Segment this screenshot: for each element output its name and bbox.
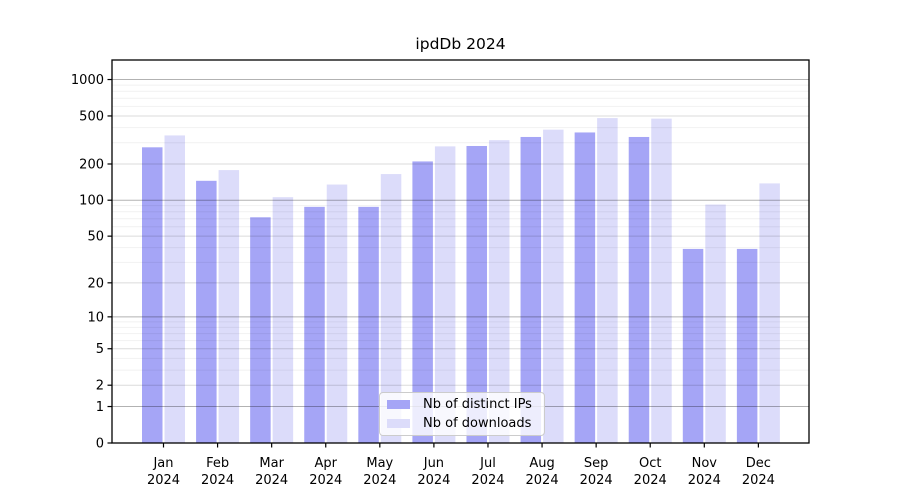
x-tick-label-month: Jul (479, 456, 496, 471)
y-tick-label: 0 (96, 437, 104, 452)
x-tick-label-month: Nov (692, 456, 718, 471)
legend-label-downloads: Nb of downloads (423, 416, 532, 431)
chart-title: ipdDb 2024 (415, 35, 506, 53)
x-tick-label-month: Aug (529, 456, 554, 471)
y-tick-label: 500 (79, 109, 104, 124)
y-tick-label: 20 (87, 276, 104, 291)
bar-downloads-dec (759, 183, 780, 443)
bar-distinct-ips-may (358, 206, 379, 443)
bar-distinct-ips-oct (628, 136, 650, 443)
bar-distinct-ips-jan (142, 147, 163, 444)
bar-downloads-oct (651, 118, 672, 443)
x-tick-label-year: 2024 (417, 473, 450, 488)
y-tick-label: 1000 (71, 73, 104, 88)
legend-item-downloads: Nb of downloads (387, 414, 536, 433)
bar-distinct-ips-jun (412, 161, 433, 444)
bar-downloads-may (380, 174, 402, 443)
y-tick-label: 5 (96, 342, 104, 357)
bar-distinct-ips-nov (682, 248, 704, 443)
x-tick-label-year: 2024 (201, 473, 234, 488)
x-tick-label-year: 2024 (309, 473, 342, 488)
legend-item-distinct-ips: Nb of distinct IPs (387, 395, 536, 414)
plot-border (111, 59, 810, 444)
y-tick-label: 50 (87, 230, 104, 245)
bar-distinct-ips-apr (304, 206, 325, 443)
x-tick-label-year: 2024 (580, 473, 613, 488)
x-tick-label-year: 2024 (471, 473, 504, 488)
legend-swatch-distinct-ips (387, 400, 410, 409)
bar-distinct-ips-sep (574, 132, 596, 444)
bar-downloads-apr (326, 184, 348, 443)
x-tick-label-month: Dec (746, 456, 771, 471)
bar-downloads-jan (164, 135, 185, 443)
y-tick-label: 1 (96, 400, 104, 415)
x-tick-label-year: 2024 (363, 473, 396, 488)
x-tick-label-month: Jan (152, 456, 173, 471)
bar-downloads-jul (488, 140, 510, 443)
x-tick-label-year: 2024 (688, 473, 721, 488)
bar-downloads-jun (434, 146, 456, 443)
x-tick-label-year: 2024 (526, 473, 559, 488)
x-tick-label-month: Apr (314, 456, 337, 471)
bar-distinct-ips-feb (196, 180, 217, 443)
y-tick-label: 100 (79, 194, 104, 209)
bar-distinct-ips-aug (520, 136, 542, 443)
bar-downloads-sep (597, 118, 618, 443)
x-tick-label-year: 2024 (147, 473, 180, 488)
x-tick-label-month: Jun (423, 456, 444, 471)
legend-swatch-downloads (387, 419, 410, 428)
y-tick-label: 200 (79, 157, 104, 172)
x-tick-label-year: 2024 (742, 473, 775, 488)
x-tick-label-year: 2024 (634, 473, 667, 488)
bar-distinct-ips-dec (736, 248, 758, 443)
x-tick-label-month: Sep (584, 456, 609, 471)
bar-downloads-mar (272, 197, 294, 443)
y-tick-label: 10 (87, 310, 104, 325)
bar-distinct-ips-jul (466, 145, 487, 443)
x-tick-label-month: Feb (206, 456, 229, 471)
x-tick-label-month: Mar (259, 456, 284, 471)
bar-downloads-aug (543, 129, 564, 443)
bar-downloads-nov (705, 204, 726, 443)
y-tick-label: 2 (96, 379, 104, 394)
legend: Nb of distinct IPs Nb of downloads (379, 392, 545, 436)
x-tick-label-year: 2024 (255, 473, 288, 488)
bar-distinct-ips-mar (250, 217, 271, 443)
x-tick-label-month: Oct (639, 456, 661, 471)
legend-label-distinct-ips: Nb of distinct IPs (423, 397, 532, 412)
x-tick-label-month: May (366, 456, 393, 471)
bar-downloads-feb (218, 170, 240, 443)
